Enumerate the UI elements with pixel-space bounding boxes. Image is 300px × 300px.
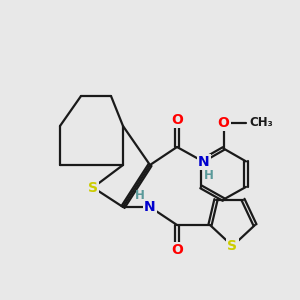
Text: H: H xyxy=(204,169,213,182)
Text: S: S xyxy=(88,181,98,194)
Text: H: H xyxy=(135,189,144,202)
Text: N: N xyxy=(144,200,156,214)
Text: O: O xyxy=(171,113,183,127)
Text: S: S xyxy=(227,239,238,253)
Text: CH₃: CH₃ xyxy=(249,116,273,130)
Text: O: O xyxy=(171,244,183,257)
Text: O: O xyxy=(218,116,230,130)
Text: N: N xyxy=(198,155,210,169)
